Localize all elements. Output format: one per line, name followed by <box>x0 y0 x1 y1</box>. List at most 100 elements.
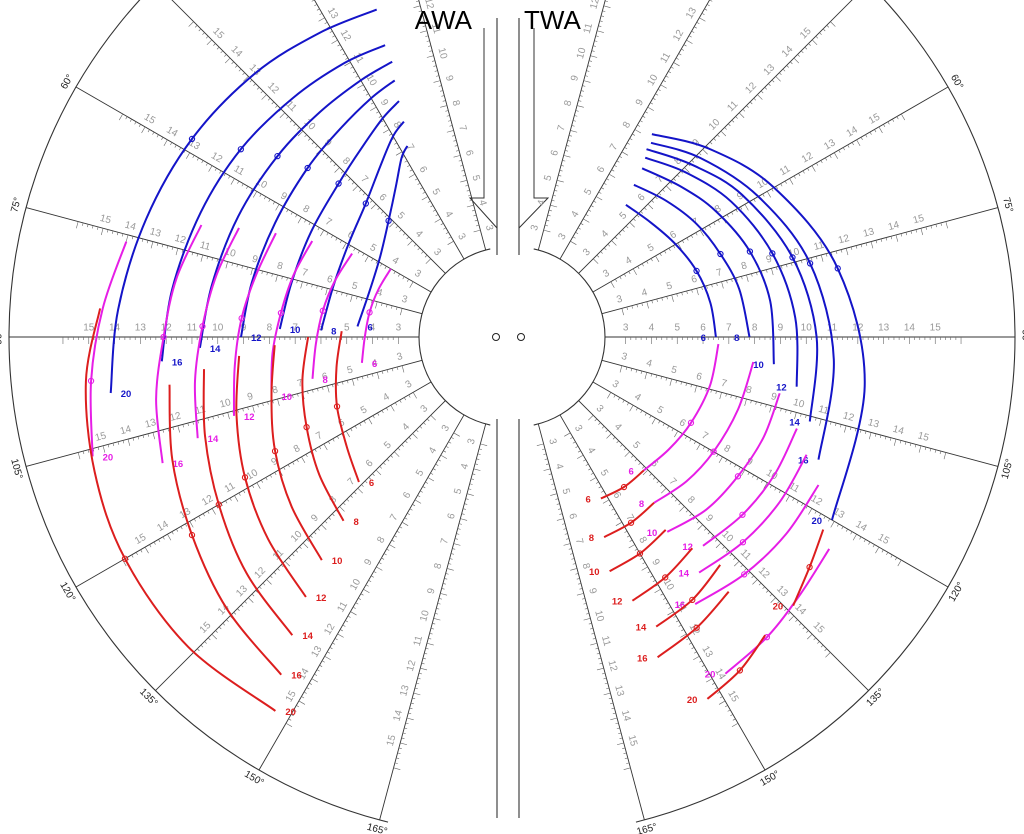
speed-tick-label: 4 <box>375 287 384 299</box>
speed-tick-label: 10 <box>792 397 806 411</box>
speed-tick-label: 8 <box>271 384 280 396</box>
speed-tick-label: 6 <box>636 192 648 204</box>
angle-ray <box>559 414 766 771</box>
speed-tick-label: 9 <box>735 190 746 203</box>
speed-tick-label: 3 <box>419 403 431 415</box>
curve-point <box>693 624 700 631</box>
speed-tick-label: 3 <box>556 231 569 242</box>
polar-curve <box>698 454 808 574</box>
speed-tick-label: 12 <box>837 233 851 247</box>
curve-point <box>188 135 196 143</box>
speed-tick-label: 10 <box>645 72 660 88</box>
speed-tick-label: 9 <box>241 323 247 334</box>
speed-tick-label: 3 <box>466 437 478 446</box>
polar-curve <box>641 167 775 365</box>
speed-tick-label: 14 <box>229 44 245 60</box>
speed-tick-label: 9 <box>649 557 662 568</box>
curve-label: 20 <box>103 452 114 463</box>
speed-tick-label: 15 <box>725 689 740 705</box>
speed-tick-label: 11 <box>412 634 425 647</box>
polar-curve <box>84 308 276 712</box>
speed-tick-label: 13 <box>398 684 412 698</box>
speed-tick-label: 11 <box>582 22 595 35</box>
speed-tick-label: 5 <box>395 210 407 222</box>
speed-tick-label: 5 <box>344 323 350 334</box>
curve-point <box>636 550 644 557</box>
speed-tick-label: 14 <box>119 424 133 438</box>
curve-label: 8 <box>322 375 327 386</box>
speed-tick-label: 9 <box>362 557 375 568</box>
curve-label: 10 <box>281 392 292 403</box>
speed-tick-label: 10 <box>575 46 589 60</box>
speed-tick-label: 13 <box>862 226 876 240</box>
speed-tick-label: 9 <box>378 98 391 109</box>
speed-tick-label: 13 <box>148 226 162 240</box>
polar-curve <box>278 100 400 330</box>
curve-label: 16 <box>172 357 183 368</box>
curve-label: 12 <box>251 333 262 344</box>
speed-tick-label: 4 <box>413 228 425 240</box>
curve-label: 16 <box>173 459 184 470</box>
speed-tick-label: 7 <box>720 378 729 390</box>
speed-tick-label: 13 <box>762 62 778 78</box>
speed-tick-label: 6 <box>566 512 578 521</box>
speed-tick-label: 7 <box>608 142 621 153</box>
speed-tick-label: 14 <box>712 667 727 683</box>
polar-curve <box>603 502 655 538</box>
speed-tick-label: 6 <box>416 165 429 176</box>
speed-tick-label: 10 <box>223 246 237 260</box>
speed-tick-label: 15 <box>142 112 158 127</box>
speed-tick-label: 5 <box>646 242 657 255</box>
speed-tick-label: 12 <box>588 0 602 10</box>
speed-tick-label: 3 <box>455 232 468 243</box>
speed-tick-label: 12 <box>606 659 620 673</box>
speed-tick-label: 11 <box>284 99 299 114</box>
speed-tick-label: 12 <box>322 622 337 638</box>
curve-point <box>121 555 129 562</box>
curve-label: 14 <box>210 344 221 355</box>
curve-label: 20 <box>811 516 822 527</box>
curve-point <box>789 254 796 261</box>
speed-tick-label: 4 <box>381 391 392 404</box>
speed-tick-label: 14 <box>297 666 312 682</box>
curve-label: 12 <box>612 597 623 608</box>
polar-curve <box>653 361 755 504</box>
curve-point <box>662 574 669 581</box>
curve-point <box>333 403 341 410</box>
speed-tick-label: 15 <box>83 323 95 334</box>
speed-tick-label: 6 <box>611 490 624 501</box>
speed-tick-label: 12 <box>265 80 281 96</box>
speed-tick-label: 10 <box>219 397 233 411</box>
speed-tick-label: 9 <box>278 190 289 203</box>
speed-tick-label: 15 <box>133 532 149 547</box>
polar-curve <box>651 133 866 521</box>
speed-tick-label: 6 <box>690 274 699 286</box>
speed-tick-label: 13 <box>699 644 714 660</box>
speed-tick-label: 12 <box>338 28 353 44</box>
speed-tick-label: 7 <box>346 476 358 488</box>
polar-curve <box>646 148 819 422</box>
speed-tick-label: 14 <box>845 124 861 139</box>
speed-tick-label: 10 <box>348 577 363 593</box>
speed-tick-label: 9 <box>270 456 281 469</box>
speed-tick-label: 7 <box>456 124 468 133</box>
curve-label: 16 <box>291 671 302 682</box>
curve-label: 8 <box>734 333 739 344</box>
speed-tick-label: 3 <box>412 268 423 281</box>
polar-curve <box>643 343 720 472</box>
speed-tick-label: 5 <box>655 404 666 417</box>
speed-tick-label: 3 <box>546 437 558 446</box>
speed-tick-label: 13 <box>309 644 324 660</box>
speed-tick-label: 13 <box>867 417 881 431</box>
speed-tick-label: 11 <box>738 547 753 562</box>
speed-tick-label: 7 <box>404 142 417 153</box>
speed-tick-label: 10 <box>435 47 449 61</box>
speed-tick-label: 11 <box>827 323 838 334</box>
speed-tick-label: 15 <box>210 26 226 42</box>
speed-tick-label: 11 <box>599 635 612 648</box>
angle-ray <box>171 0 446 274</box>
speed-tick-label: 6 <box>321 371 330 383</box>
curve-label: 20 <box>687 695 698 706</box>
speed-tick-label: 4 <box>624 255 635 268</box>
speed-tick-label: 8 <box>580 562 592 571</box>
